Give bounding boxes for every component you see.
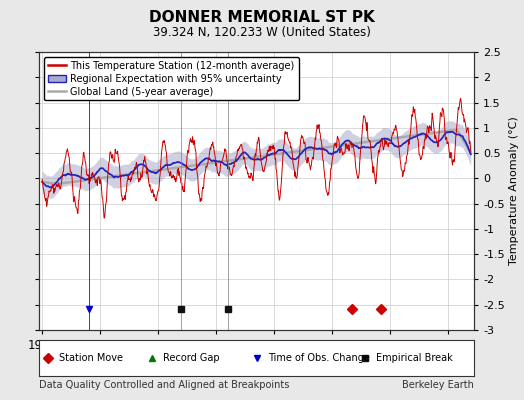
- Legend: This Temperature Station (12-month average), Regional Expectation with 95% uncer: This Temperature Station (12-month avera…: [44, 57, 299, 100]
- Text: Station Move: Station Move: [59, 353, 123, 363]
- Y-axis label: Temperature Anomaly (°C): Temperature Anomaly (°C): [509, 117, 519, 265]
- Text: Time of Obs. Change: Time of Obs. Change: [268, 353, 369, 363]
- Text: Record Gap: Record Gap: [163, 353, 220, 363]
- Text: Data Quality Controlled and Aligned at Breakpoints: Data Quality Controlled and Aligned at B…: [39, 380, 290, 390]
- Text: Empirical Break: Empirical Break: [376, 353, 453, 363]
- Text: DONNER MEMORIAL ST PK: DONNER MEMORIAL ST PK: [149, 10, 375, 25]
- Text: 39.324 N, 120.233 W (United States): 39.324 N, 120.233 W (United States): [153, 26, 371, 39]
- Text: Berkeley Earth: Berkeley Earth: [402, 380, 474, 390]
